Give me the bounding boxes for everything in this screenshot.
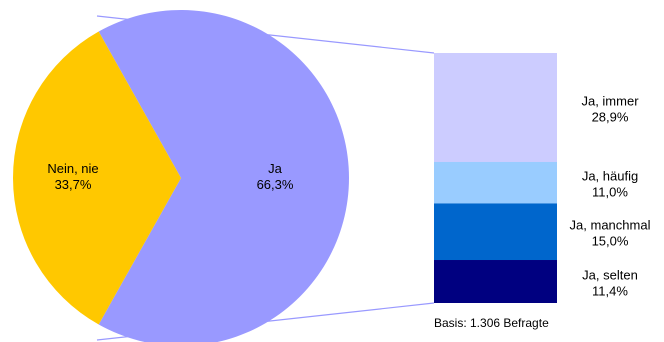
- pie-slice-ja: [98, 10, 349, 342]
- bar-label-ja-manchmal: Ja, manchmal 15,0%: [570, 218, 651, 249]
- bar-label-ja-häufig: Ja, häufig 11,0%: [582, 169, 638, 200]
- pie-label-nein-nie: Nein, nie 33,7%: [47, 161, 98, 192]
- bar-segment-ja-immer: [434, 53, 557, 162]
- breakdown-bar: [434, 53, 557, 303]
- chart-labels: Nein, nie 33,7% Ja 66,3% Ja, immer 28,9% Ja, h…: [47, 93, 650, 298]
- bar-label-ja-immer: Ja, immer 28,9%: [581, 93, 639, 124]
- bar-label-ja-selten: Ja, selten 11,4%: [582, 268, 638, 299]
- pie-label-ja: Ja 66,3%: [257, 161, 294, 192]
- pie-slice-nein-nie: [12, 31, 181, 325]
- footnote: Basis: 1.306 Befragte: [434, 316, 549, 330]
- bar-segment-ja-selten: [434, 260, 557, 303]
- bar-segment-ja-manchmal: [434, 203, 557, 261]
- pie: [12, 10, 349, 342]
- bar-segment-ja-häufig: [434, 161, 557, 204]
